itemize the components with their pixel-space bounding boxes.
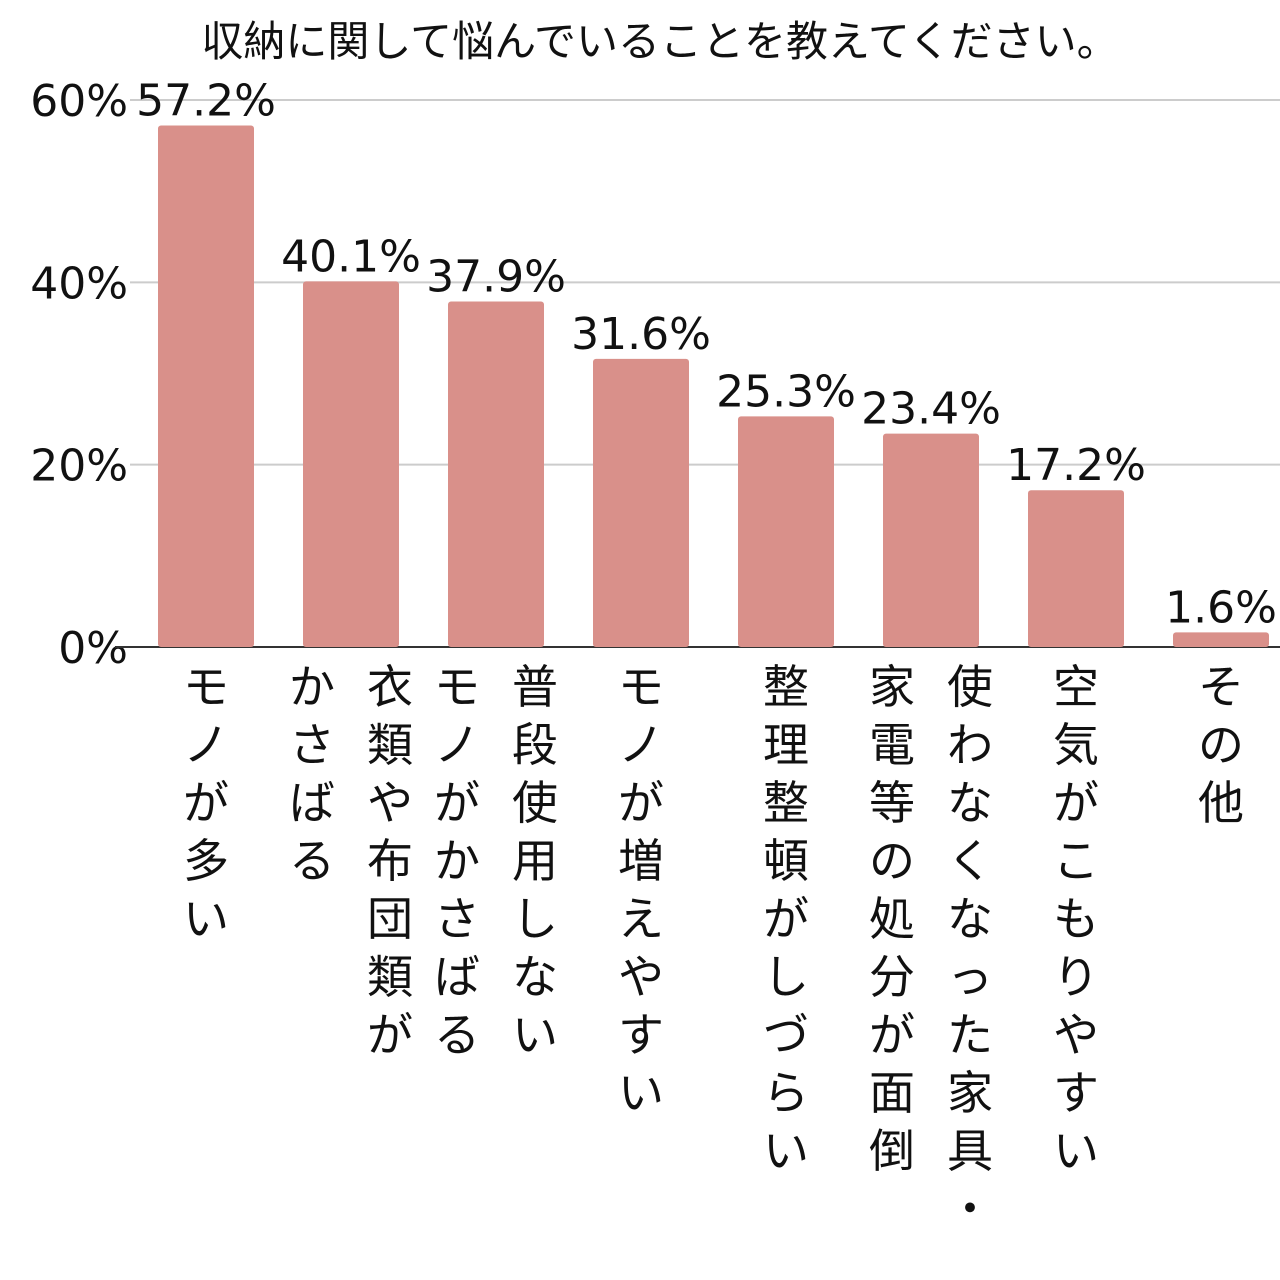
data-label: 1.6% <box>1165 582 1277 633</box>
category-label: その他 <box>1198 660 1244 830</box>
category-label: モノがかさばる <box>434 660 480 1062</box>
data-label: 17.2% <box>1006 440 1146 491</box>
bar <box>158 125 254 647</box>
bar <box>1028 490 1124 647</box>
bar <box>883 433 979 647</box>
category-label: 整理整頓がしづらい <box>763 660 809 1178</box>
category-label: かさばる <box>289 660 335 888</box>
bar <box>448 301 544 647</box>
bar <box>738 416 834 647</box>
y-tick-label: 0% <box>58 623 128 674</box>
data-label: 57.2% <box>136 76 276 127</box>
bar <box>303 281 399 647</box>
data-label: 25.3% <box>716 366 856 417</box>
bar <box>593 358 689 647</box>
category-label: モノが増えやすい <box>618 660 664 1120</box>
bar <box>1173 632 1269 647</box>
y-tick-label: 40% <box>30 258 128 309</box>
category-label: 衣類や布団類が <box>367 660 413 1062</box>
category-label: 使わなくなった家具・ <box>947 660 993 1236</box>
category-label: モノが多い <box>183 660 229 946</box>
data-label: 23.4% <box>861 384 1001 435</box>
data-label: 31.6% <box>571 309 711 360</box>
chart-title: 収納に関して悩んでいることを教えてください。 <box>201 17 1118 66</box>
data-label: 37.9% <box>426 251 566 302</box>
category-label: 普段使用しない <box>512 660 558 1062</box>
data-label: 40.1% <box>281 231 421 282</box>
y-tick-label: 20% <box>30 441 128 492</box>
category-label: 空気がこもりやすい <box>1053 660 1099 1178</box>
category-label: 家電等の処分が面倒 <box>869 660 915 1178</box>
y-tick-label: 60% <box>30 76 128 127</box>
